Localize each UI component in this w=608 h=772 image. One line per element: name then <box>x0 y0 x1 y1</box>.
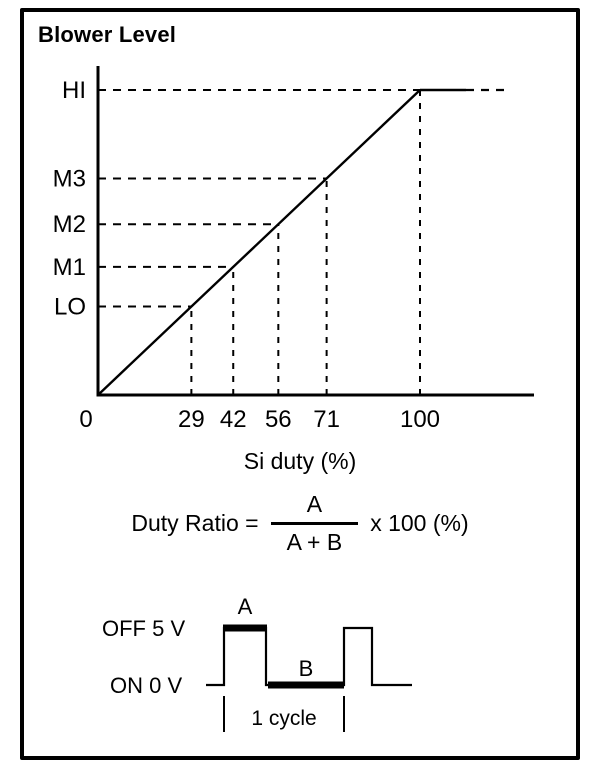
formula-rhs: x 100 (%) <box>370 510 469 536</box>
x-tick-label-56: 56 <box>265 406 292 433</box>
x-tick-label-29: 29 <box>178 406 205 433</box>
formula-lhs: Duty Ratio = <box>131 510 259 536</box>
x-tick-label-100: 100 <box>400 406 440 433</box>
segment-b-label: B <box>299 656 314 681</box>
figure-title: Blower Level <box>38 22 177 47</box>
waveform-high-level-label: OFF 5 V <box>102 616 185 641</box>
formula-fraction: A A + B <box>270 491 359 556</box>
fraction-numerator: A <box>306 491 323 517</box>
cycle-label: 1 cycle <box>251 707 316 730</box>
x-tick-label-71: 71 <box>313 406 340 433</box>
duty-response-line <box>97 89 421 396</box>
y-tick-label-LO: LO <box>54 294 86 321</box>
y-tick-label-M2: M2 <box>53 211 86 238</box>
fraction-denominator: A + B <box>270 522 359 556</box>
blower-level-chart: LO M1 M2 M3 HI 0 29 42 56 71 100 <box>53 66 534 433</box>
duty-cycle-waveform-diagram: OFF 5 V ON 0 V A B 1 cycle <box>102 594 412 732</box>
y-tick-label-M3: M3 <box>53 165 86 192</box>
y-tick-label-M1: M1 <box>53 254 86 281</box>
x-tick-label-0: 0 <box>79 406 92 433</box>
y-tick-label-HI: HI <box>62 77 86 104</box>
x-axis-title: Si duty (%) <box>243 448 357 474</box>
segment-a-label: A <box>238 594 253 619</box>
figure-frame: Blower Level LO M1 M2 M3 HI 0 29 42 56 71 100 Si d… <box>20 8 580 760</box>
duty-ratio-formula: Duty Ratio = A A + B x 100 (%) <box>24 491 576 556</box>
x-tick-label-42: 42 <box>220 406 247 433</box>
waveform-low-level-label: ON 0 V <box>110 673 182 698</box>
